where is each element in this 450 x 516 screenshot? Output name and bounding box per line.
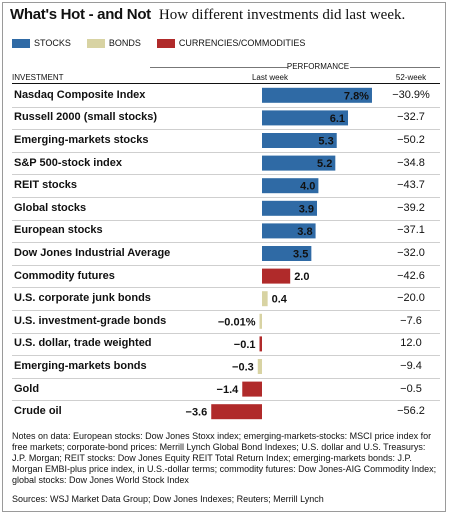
bar-u-s-dollar-trade-weighted xyxy=(259,336,262,352)
sources-text: Sources: WSJ Market Data Group; Dow Jone… xyxy=(12,494,324,504)
bar-u-s-corporate-junk-bonds xyxy=(262,291,268,307)
52-week-column-header: 52-week xyxy=(395,73,427,82)
value-label-global-stocks: 3.9 xyxy=(299,203,314,215)
legend-label-bonds: BONDS xyxy=(108,38,141,48)
chart-frame xyxy=(2,2,446,512)
bar-emerging-markets-stocks xyxy=(262,133,337,148)
row-label-gold: Gold xyxy=(14,382,40,395)
legend-swatch-stocks xyxy=(12,38,30,48)
row-separator xyxy=(12,264,440,266)
week52-value-u-s-dollar-trade-weighted: 12.0 xyxy=(400,337,422,350)
row-label-u-s-corporate-junk-bonds: U.S. corporate junk bonds xyxy=(14,292,151,305)
value-label-crude-oil: −3.6 xyxy=(186,407,208,419)
row-separator xyxy=(12,287,440,289)
legend-item-stocks: STOCKS xyxy=(12,38,71,48)
value-label-european-stocks: 3.8 xyxy=(297,226,312,238)
row-label-s-p-500-stock-index: S&P 500-stock index xyxy=(14,156,123,169)
row-separator xyxy=(12,400,440,402)
row-label-commodity-futures: Commodity futures xyxy=(14,269,115,282)
value-label-commodity-futures: 2.0 xyxy=(294,271,309,283)
week52-value-s-p-500-stock-index: −34.8 xyxy=(397,156,425,169)
row-separator xyxy=(12,219,440,221)
chart-subtitle: How different investments did last week. xyxy=(158,7,406,23)
value-label-emerging-markets-bonds: −0.3 xyxy=(232,362,254,374)
week52-value-commodity-futures: −42.6 xyxy=(397,269,425,282)
week52-value-crude-oil: −56.2 xyxy=(397,405,425,418)
row-label-russell-2000-small-stocks: Russell 2000 (small stocks) xyxy=(14,111,158,124)
bar-reit-stocks xyxy=(262,178,319,194)
row-separator xyxy=(12,332,440,334)
bar-russell-2000-small-stocks xyxy=(262,110,349,126)
row-separator xyxy=(12,242,440,244)
bar-european-stocks xyxy=(262,223,316,239)
header: What's Hot - and Not How different invest… xyxy=(10,6,405,24)
week52-value-reit-stocks: −43.7 xyxy=(397,179,425,192)
week52-value-emerging-markets-bonds: −9.4 xyxy=(400,360,422,372)
legend-swatch-bonds xyxy=(86,38,105,48)
chart-title: What's Hot - and Not xyxy=(10,6,151,23)
legend-swatch-commodities xyxy=(156,38,175,48)
performance-header: PERFORMANCE xyxy=(286,62,350,71)
legend-item-commodities: CURRENCIES/COMMODITIES xyxy=(156,38,306,48)
row-label-dow-jones-industrial-average: Dow Jones Industrial Average xyxy=(14,247,171,259)
week52-value-european-stocks: −37.1 xyxy=(397,224,425,237)
value-label-reit-stocks: 4.0 xyxy=(300,181,315,193)
value-label-u-s-dollar-trade-weighted: −0.1 xyxy=(234,339,256,351)
bar-gold xyxy=(242,381,262,397)
notes-text: Notes on data: European stocks: Dow Jone… xyxy=(12,431,437,485)
value-label-dow-jones-industrial-average: 3.5 xyxy=(293,249,308,261)
row-separator xyxy=(12,106,440,108)
bar-nasdaq-composite-index xyxy=(262,87,372,103)
header-rule xyxy=(12,83,440,84)
bar-dow-jones-industrial-average xyxy=(262,246,312,261)
bar-emerging-markets-bonds xyxy=(257,359,262,374)
bar-global-stocks xyxy=(262,200,317,216)
row-label-emerging-markets-stocks: Emerging-markets stocks xyxy=(14,134,149,146)
row-label-global-stocks: Global stocks xyxy=(14,201,87,214)
legend-item-bonds: BONDS xyxy=(86,38,141,48)
row-separator xyxy=(12,197,440,198)
week52-value-global-stocks: −39.2 xyxy=(397,201,425,214)
row-label-u-s-investment-grade-bonds: U.S. investment-grade bonds xyxy=(14,314,167,327)
value-label-nasdaq-composite-index: 7.8% xyxy=(344,90,369,102)
row-separator xyxy=(12,355,440,357)
value-label-u-s-corporate-junk-bonds: 0.4 xyxy=(272,294,288,306)
week52-value-dow-jones-industrial-average: −32.0 xyxy=(397,247,425,259)
row-separator xyxy=(12,129,440,131)
investment-column-header: INVESTMENT xyxy=(12,73,64,82)
value-label-russell-2000-small-stocks: 6.1 xyxy=(330,113,345,125)
week52-value-u-s-corporate-junk-bonds: −20.0 xyxy=(397,292,425,305)
week52-value-emerging-markets-stocks: −50.2 xyxy=(397,134,425,146)
week52-value-russell-2000-small-stocks: −32.7 xyxy=(397,111,425,124)
bar-crude-oil xyxy=(211,404,262,420)
week52-value-nasdaq-composite-index: −30.9% xyxy=(392,88,430,101)
value-label-s-p-500-stock-index: 5.2 xyxy=(317,158,332,170)
row-label-nasdaq-composite-index: Nasdaq Composite Index xyxy=(14,88,146,101)
row-label-european-stocks: European stocks xyxy=(14,224,103,237)
week52-value-u-s-investment-grade-bonds: −7.6 xyxy=(400,314,422,327)
bar-s-p-500-stock-index xyxy=(262,155,336,171)
week52-value-gold: −0.5 xyxy=(400,382,422,395)
legend-label-commodities: CURRENCIES/COMMODITIES xyxy=(178,38,306,48)
row-separator xyxy=(12,310,440,311)
legend: STOCKS BONDS CURRENCIES/COMMODITIES xyxy=(12,38,321,48)
performance-header-mask xyxy=(288,61,350,71)
row-separator xyxy=(12,377,440,379)
row-separator xyxy=(12,174,440,176)
value-label-u-s-investment-grade-bonds: −0.01% xyxy=(218,316,256,328)
legend-label-stocks: STOCKS xyxy=(34,38,71,48)
row-label-crude-oil: Crude oil xyxy=(14,405,62,418)
bar-u-s-investment-grade-bonds xyxy=(259,313,262,329)
row-label-emerging-markets-bonds: Emerging-markets bonds xyxy=(14,360,147,372)
row-separator xyxy=(12,151,440,153)
row-label-u-s-dollar-trade-weighted: U.S. dollar, trade weighted xyxy=(14,337,152,350)
bar-commodity-futures xyxy=(262,268,291,284)
value-label-gold: −1.4 xyxy=(217,384,240,396)
value-label-emerging-markets-stocks: 5.3 xyxy=(318,136,333,148)
row-label-reit-stocks: REIT stocks xyxy=(14,179,77,192)
last-week-column-header: Last week xyxy=(251,73,289,82)
